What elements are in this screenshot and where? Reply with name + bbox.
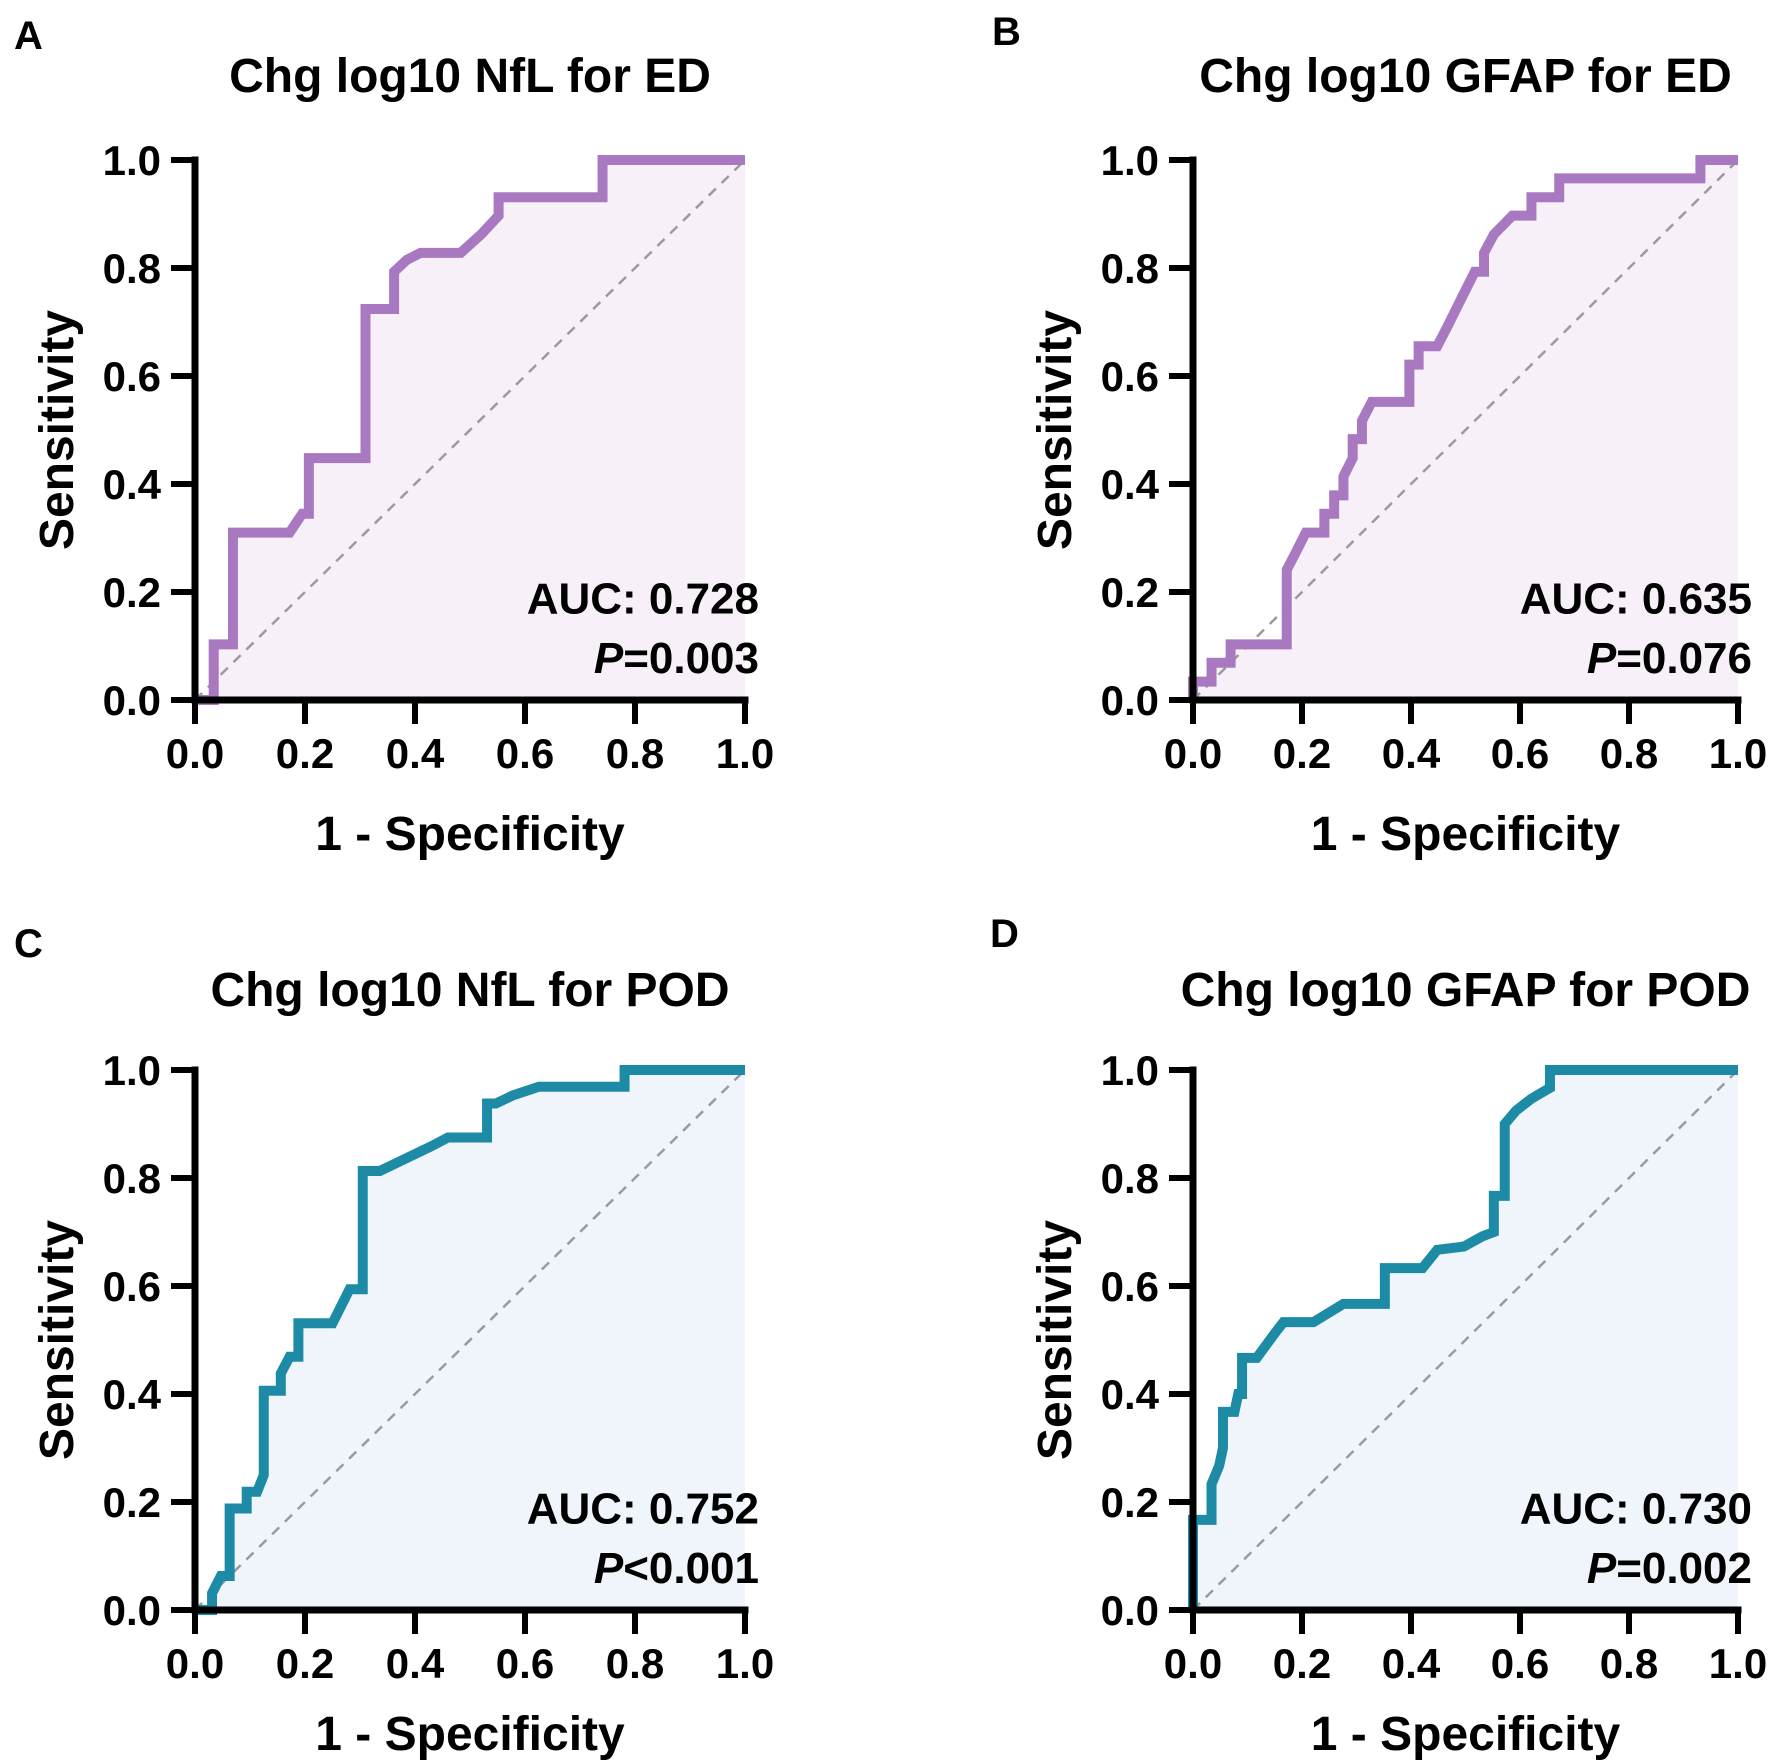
y-tick-label: 1.0: [103, 137, 161, 184]
y-tick-label: 0.6: [103, 353, 161, 400]
panel-letter-b: B: [992, 10, 1021, 54]
roc-curve: [195, 1065, 745, 1615]
x-axis-label: 1 - Specificity: [1311, 808, 1621, 861]
auc-annotation: AUC: 0.752: [527, 1485, 759, 1534]
y-tick-label: 0.6: [1101, 1263, 1159, 1310]
y-tick-label: 0.8: [1101, 1155, 1159, 1202]
x-tick-label: 0.0: [166, 1640, 224, 1687]
y-tick-label: 1.0: [1101, 137, 1159, 184]
x-tick-label: 1.0: [1709, 730, 1767, 777]
y-tick-label: 0.4: [1101, 1371, 1160, 1418]
panel-b: B 0.0 0.2 0.4 0.6 0.8 1.0 0.0 0.2 0.4 0.6 0.8 1.0 Ch…: [886, 0, 1772, 880]
y-axis-label: Sensitivity: [1029, 310, 1082, 550]
y-tick-label: 0.0: [103, 1587, 161, 1634]
x-tick-label: 0.6: [496, 730, 554, 777]
x-tick-label: 0.2: [1273, 1640, 1331, 1687]
p-value-annotation: P=0.076: [1587, 634, 1752, 683]
x-tick-label: 0.0: [166, 730, 224, 777]
y-tick-label: 0.4: [103, 461, 162, 508]
y-tick-label: 0.2: [1101, 569, 1159, 616]
x-tick-label: 1.0: [716, 730, 774, 777]
auc-annotation: AUC: 0.730: [1520, 1485, 1752, 1534]
p-value-annotation: P=0.002: [1587, 1544, 1752, 1593]
auc-annotation: AUC: 0.635: [1520, 575, 1752, 624]
x-tick-label: 0.2: [276, 730, 334, 777]
y-tick-label: 0.4: [1101, 461, 1160, 508]
x-tick-label: 0.4: [1382, 1640, 1441, 1687]
y-tick-label: 0.0: [1101, 1587, 1159, 1634]
roc-curve: [1188, 1065, 1738, 1610]
x-axis-label: 1 - Specificity: [315, 808, 625, 861]
x-axis-label: 1 - Specificity: [315, 1708, 625, 1761]
y-tick-label: 0.8: [103, 1155, 161, 1202]
diagonal-reference-line: [194, 1069, 746, 1611]
panel-letter-d: D: [990, 912, 1019, 956]
x-tick-label: 0.8: [606, 1640, 664, 1687]
x-tick-label: 0.8: [606, 730, 664, 777]
y-tick-label: 1.0: [103, 1047, 161, 1094]
y-tick-label: 0.2: [1101, 1479, 1159, 1526]
panel-letter-a: A: [14, 14, 43, 58]
y-tick-label: 0.4: [103, 1371, 162, 1418]
y-tick-label: 1.0: [1101, 1047, 1159, 1094]
x-tick-label: 0.6: [1491, 1640, 1549, 1687]
y-tick-label: 0.6: [1101, 353, 1159, 400]
y-tick-label: 0.8: [1101, 245, 1159, 292]
chart-title: Chg log10 GFAP for ED: [1199, 50, 1732, 103]
p-value-annotation: P=0.003: [594, 634, 759, 683]
x-tick-label: 0.2: [276, 1640, 334, 1687]
x-tick-label: 0.4: [386, 1640, 445, 1687]
p-value-annotation: P<0.001: [594, 1544, 759, 1593]
chart-title: Chg log10 NfL for POD: [210, 964, 729, 1017]
y-axis-label: Sensitivity: [31, 310, 84, 550]
y-tick-label: 0.8: [103, 245, 161, 292]
y-tick-label: 0.2: [103, 1479, 161, 1526]
x-tick-label: 0.4: [386, 730, 445, 777]
panel-c: C 0.0 0.2 0.4 0.6 0.8 1.0 0.0 0.2 0.4 0.6 0.8 1.0 Ch…: [0, 880, 886, 1762]
diagonal-reference-line: [194, 159, 746, 701]
x-tick-label: 0.8: [1600, 730, 1658, 777]
x-tick-label: 1.0: [716, 1640, 774, 1687]
x-tick-label: 0.4: [1382, 730, 1441, 777]
roc-chart-nfl-pod: 0.0 0.2 0.4 0.6 0.8 1.0 0.0 0.2 0.4 0.6 0.8 1.0 Chg …: [31, 964, 774, 1761]
x-tick-label: 0.8: [1600, 1640, 1658, 1687]
y-tick-label: 0.6: [103, 1263, 161, 1310]
panel-a: A 0.0 0.2 0.4 0.6 0.8 1.0 0.0 0.2 0.4 0.6 0.8 1.0 Ch…: [0, 0, 886, 880]
panel-d: D 0.0 0.2 0.4 0.6 0.8 1.0 0.0 0.2 0.4 0.6 0.8 1.0 Ch…: [886, 880, 1772, 1762]
x-tick-label: 1.0: [1709, 1640, 1767, 1687]
roc-chart-gfap-ed: 0.0 0.2 0.4 0.6 0.8 1.0 0.0 0.2 0.4 0.6 0.8 1.0 Chg …: [1029, 50, 1767, 861]
y-tick-label: 0.0: [103, 677, 161, 724]
roc-curve: [1188, 155, 1738, 700]
y-tick-label: 0.2: [103, 569, 161, 616]
roc-chart-gfap-pod: 0.0 0.2 0.4 0.6 0.8 1.0 0.0 0.2 0.4 0.6 0.8 1.0 Chg …: [1029, 964, 1767, 1761]
y-tick-label: 0.0: [1101, 677, 1159, 724]
y-axis-label: Sensitivity: [1029, 1220, 1082, 1460]
chart-title: Chg log10 GFAP for POD: [1181, 964, 1751, 1017]
x-tick-label: 0.6: [1491, 730, 1549, 777]
y-axis-label: Sensitivity: [31, 1220, 84, 1460]
roc-curve: [195, 155, 745, 705]
chart-title: Chg log10 NfL for ED: [229, 50, 711, 103]
x-tick-label: 0.2: [1273, 730, 1331, 777]
panel-letter-c: C: [14, 922, 43, 966]
roc-chart-nfl-ed: 0.0 0.2 0.4 0.6 0.8 1.0 0.0 0.2 0.4 0.6 0.8 1.0 Chg …: [31, 50, 774, 861]
auc-annotation: AUC: 0.728: [527, 575, 759, 624]
diagonal-reference-line: [1192, 1069, 1739, 1611]
x-tick-label: 0.0: [1164, 730, 1222, 777]
x-axis-label: 1 - Specificity: [1311, 1708, 1621, 1761]
x-tick-label: 0.6: [496, 1640, 554, 1687]
x-tick-label: 0.0: [1164, 1640, 1222, 1687]
